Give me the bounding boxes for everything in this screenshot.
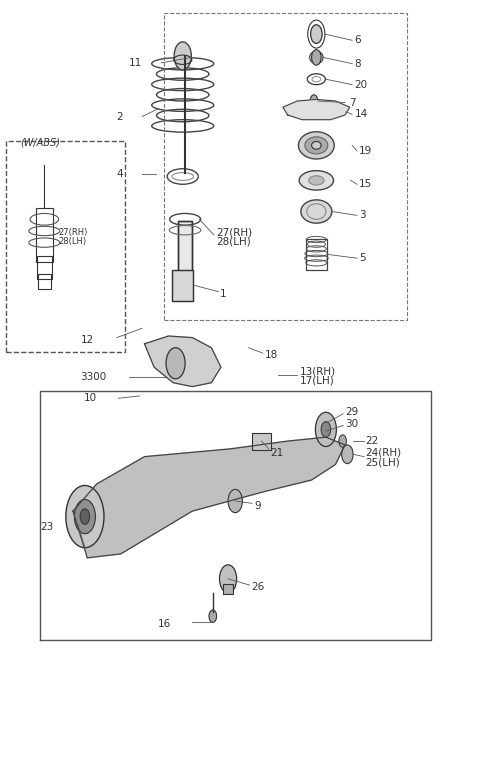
- Circle shape: [339, 435, 347, 448]
- Circle shape: [66, 486, 104, 547]
- Text: 12: 12: [81, 335, 95, 345]
- Text: 18: 18: [265, 351, 278, 361]
- Ellipse shape: [312, 141, 321, 149]
- Polygon shape: [73, 437, 345, 558]
- Circle shape: [228, 490, 242, 512]
- Circle shape: [311, 25, 322, 44]
- FancyBboxPatch shape: [179, 221, 192, 272]
- Circle shape: [74, 500, 96, 533]
- Ellipse shape: [299, 132, 334, 159]
- Text: 20: 20: [355, 80, 368, 90]
- Circle shape: [342, 445, 353, 464]
- Text: 8: 8: [355, 59, 361, 69]
- Polygon shape: [283, 99, 350, 119]
- Text: 24(RH): 24(RH): [365, 448, 402, 458]
- Text: 13(RH): 13(RH): [300, 366, 336, 376]
- Circle shape: [166, 348, 185, 379]
- Ellipse shape: [301, 200, 332, 223]
- Text: 3300: 3300: [80, 373, 107, 382]
- Text: 17(LH): 17(LH): [300, 376, 335, 385]
- Text: 25(LH): 25(LH): [365, 457, 400, 467]
- Text: 4: 4: [117, 169, 123, 179]
- Text: 28(LH): 28(LH): [59, 237, 87, 246]
- FancyBboxPatch shape: [172, 270, 193, 301]
- Circle shape: [174, 42, 192, 70]
- Circle shape: [209, 610, 216, 622]
- Circle shape: [80, 508, 90, 524]
- Text: 6: 6: [355, 35, 361, 45]
- Text: 21: 21: [270, 448, 283, 458]
- Text: 29: 29: [345, 407, 358, 417]
- Text: 2: 2: [117, 112, 123, 122]
- Text: 7: 7: [349, 98, 355, 108]
- Polygon shape: [144, 336, 221, 387]
- Text: 15: 15: [360, 180, 372, 189]
- Text: 10: 10: [84, 394, 97, 403]
- FancyBboxPatch shape: [252, 433, 271, 450]
- FancyBboxPatch shape: [223, 584, 233, 594]
- Ellipse shape: [309, 176, 324, 185]
- Text: 19: 19: [360, 146, 372, 155]
- Text: 23: 23: [41, 522, 54, 532]
- Circle shape: [315, 412, 336, 447]
- Text: 28(LH): 28(LH): [216, 236, 251, 246]
- Text: 16: 16: [157, 619, 171, 629]
- Ellipse shape: [305, 137, 328, 154]
- Circle shape: [219, 565, 237, 593]
- Text: 9: 9: [254, 501, 261, 511]
- Text: 30: 30: [345, 419, 358, 429]
- Text: 22: 22: [365, 436, 379, 446]
- Text: 14: 14: [355, 109, 368, 119]
- Text: 1: 1: [220, 289, 227, 299]
- Text: 3: 3: [360, 210, 366, 220]
- Ellipse shape: [299, 171, 334, 190]
- Text: 26: 26: [251, 583, 264, 593]
- Text: 27(RH): 27(RH): [59, 228, 88, 237]
- Text: 11: 11: [129, 58, 142, 68]
- Circle shape: [310, 95, 318, 107]
- Text: 5: 5: [360, 253, 366, 263]
- Circle shape: [321, 422, 331, 437]
- Text: (W/ABS): (W/ABS): [21, 137, 60, 148]
- Circle shape: [312, 50, 321, 65]
- Text: 27(RH): 27(RH): [216, 227, 252, 237]
